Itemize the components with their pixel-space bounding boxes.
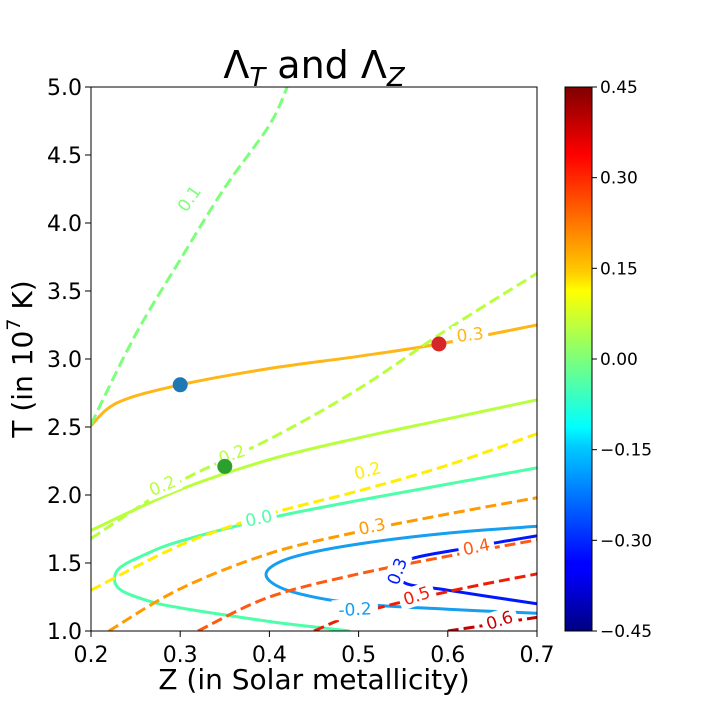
x-tick-label: 0.2 — [74, 643, 109, 668]
chart-title: ΛT and ΛZ — [223, 43, 406, 93]
y-tick-label: 1.0 — [47, 620, 82, 645]
contour-label-text: 0.2 — [352, 458, 383, 484]
y-tick-label: 2.0 — [47, 484, 82, 509]
contour-label-10: -0.2 — [331, 598, 379, 621]
contour-label-text: 0.3 — [357, 515, 388, 540]
data-markers — [172, 336, 447, 474]
x-axis-label: Z (in Solar metallicity) — [158, 663, 469, 696]
contour-label-1: 0.1 — [170, 178, 208, 219]
contour-dashed-8 — [108, 496, 537, 631]
contour-label-7: 0.4 — [456, 533, 496, 561]
contour-label-bg — [239, 504, 279, 532]
contour-label-bg — [170, 178, 208, 219]
y-tick-label: 3.5 — [47, 280, 82, 305]
contour-dashed-5 — [91, 87, 289, 425]
marker-point-2 — [431, 336, 447, 352]
y-axis-ticks: 1.0 1.5 2.0 2.5 3.0 3.5 4.0 4.5 5.0 — [47, 76, 91, 645]
title-and: and — [265, 43, 361, 87]
title-lambda-1: Λ — [223, 43, 249, 87]
contour-label-bg — [352, 512, 392, 540]
colorbar-tick-label: 0.45 — [600, 78, 638, 98]
x-tick-label: 0.7 — [520, 643, 555, 668]
y-tick-label: 4.0 — [47, 212, 82, 237]
contour-dashed-6 — [91, 272, 537, 540]
contour-label-bg — [141, 469, 183, 502]
contour-label-bg — [381, 550, 413, 592]
contour-label-text: -0.2 — [338, 599, 372, 621]
contour-label-6: 0.3 — [352, 512, 392, 540]
contour-label-bg — [456, 533, 496, 561]
contour-label-bg — [396, 580, 437, 611]
colorbar-tick-label: −0.15 — [600, 441, 652, 461]
contour-label-text: 0.4 — [461, 535, 492, 560]
y-label-unit: K) — [6, 280, 39, 318]
title-sub-2: Z — [386, 63, 406, 93]
y-tick-label: 5.0 — [47, 76, 82, 101]
contour-solid-2 — [112, 466, 537, 631]
contour-dashed-7 — [91, 432, 537, 592]
colorbar-tick-label: 0.30 — [600, 169, 638, 189]
contour-label-5: 0.0 — [239, 504, 279, 532]
y-tick-label: 2.5 — [47, 416, 82, 441]
contour-label-4: 0.2 — [347, 456, 388, 485]
colorbar-tick-label: 0.00 — [600, 350, 638, 370]
marker-point-0 — [172, 377, 188, 393]
contour-label-bg — [331, 598, 379, 621]
y-label-exponent: 7 — [3, 319, 25, 331]
contour-label-bg — [479, 605, 520, 636]
contour-label-text: 0.3 — [456, 324, 485, 347]
marker-point-1 — [217, 458, 233, 474]
contour-dashed-11 — [447, 615, 537, 631]
colorbar — [564, 86, 593, 632]
contour-label-bg — [347, 456, 388, 485]
colorbar-tick-label: −0.45 — [600, 622, 652, 642]
y-axis-label: T (in 107 K) — [3, 280, 39, 438]
y-label-main: T (in 10 — [6, 331, 39, 439]
y-tick-label: 4.5 — [47, 144, 82, 169]
x-tick-label: 0.6 — [430, 643, 465, 668]
contour-label-0: 0.3 — [451, 322, 490, 347]
contour-solid-1 — [91, 398, 537, 532]
colorbar-tick-label: 0.15 — [600, 259, 638, 279]
x-tick-label: 0.3 — [163, 643, 198, 668]
x-tick-label: 0.4 — [252, 643, 287, 668]
colorbar-ticks: 0.45 0.30 0.15 0.00 −0.15 −0.30 −0.45 — [592, 78, 652, 642]
contour-label-bg — [451, 322, 490, 347]
x-axis-ticks: 0.2 0.3 0.4 0.5 0.6 0.7 — [74, 631, 555, 668]
x-tick-label: 0.5 — [341, 643, 376, 668]
y-tick-label: 3.0 — [47, 348, 82, 373]
colorbar-tick-label: −0.30 — [600, 531, 652, 551]
title-lambda-2: Λ — [361, 43, 387, 87]
contour-label-text: 0.0 — [244, 506, 275, 531]
contour-solid-3 — [264, 524, 537, 615]
y-tick-label: 1.5 — [47, 552, 82, 577]
title-sub-1: T — [249, 63, 267, 93]
